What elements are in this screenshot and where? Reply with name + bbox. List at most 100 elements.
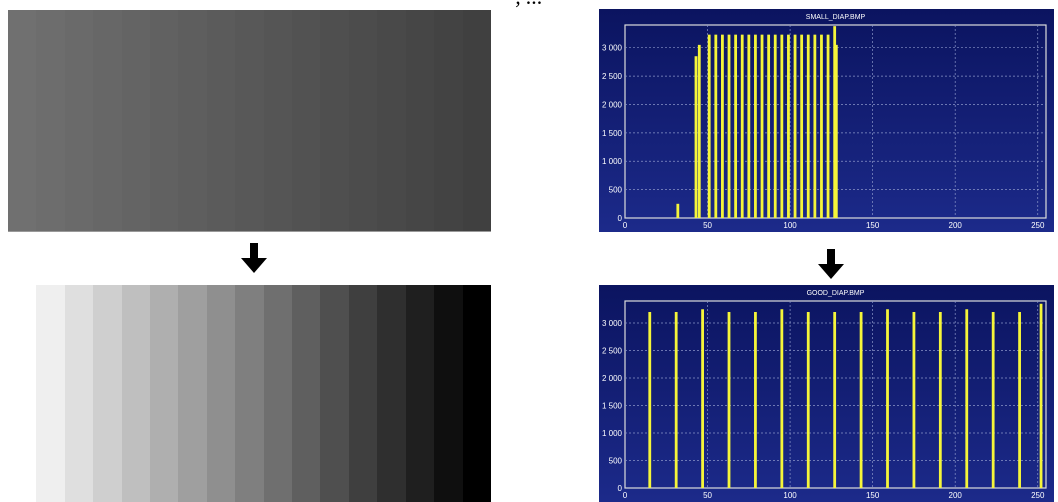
- histogram-bar: [1039, 303, 1043, 488]
- chart-title: GOOD_DIAP.BMP: [807, 290, 865, 297]
- gray-level-band: [405, 10, 435, 231]
- histogram-bar: [707, 34, 711, 219]
- histogram-bar: [793, 34, 797, 219]
- original-gradient-strip: [8, 10, 491, 232]
- x-tick-label: 50: [703, 491, 712, 500]
- x-tick-label: 100: [783, 221, 797, 230]
- y-tick-label: 0: [618, 214, 623, 223]
- histogram-bar: [648, 312, 652, 488]
- histogram-bar: [859, 312, 863, 488]
- x-tick-label: 250: [1031, 221, 1045, 230]
- histogram-bar: [767, 34, 771, 219]
- gray-level-band: [377, 285, 406, 502]
- histogram-bar: [820, 34, 823, 219]
- x-tick-label: 100: [783, 491, 797, 500]
- histogram-bar: [780, 309, 784, 488]
- x-tick-label: 150: [866, 491, 880, 500]
- chart-title: SMALL_DIAP.BMP: [806, 14, 866, 21]
- down-arrow-icon: [818, 249, 844, 279]
- gray-level-band: [178, 10, 207, 231]
- histogram-panel-good-diap: GOOD_DIAP.BMP 0 500 1 000 1 500 2 000 2 500 3 0…: [599, 285, 1054, 502]
- gray-level-band: [434, 285, 463, 502]
- gray-level-band: [405, 285, 435, 502]
- gray-level-band: [206, 10, 236, 231]
- histogram-bar: [780, 34, 784, 219]
- gray-level-band: [121, 10, 151, 231]
- gray-level-band: [320, 10, 349, 231]
- equalized-gradient-strip: [8, 285, 491, 502]
- histogram-bar: [727, 312, 731, 488]
- gray-level-band: [263, 10, 293, 231]
- histogram-bar: [701, 309, 704, 488]
- histogram-bar: [965, 309, 969, 488]
- y-tick-label: 0: [618, 484, 623, 493]
- gray-level-band: [292, 10, 321, 231]
- histogram-bar: [834, 44, 838, 218]
- gray-level-band: [377, 10, 406, 231]
- y-tick-label: 1 500: [602, 402, 623, 411]
- y-tick-label: 2 000: [602, 374, 623, 383]
- x-tick-label: 0: [623, 221, 628, 230]
- histogram-bar: [912, 312, 916, 488]
- histogram-bar: [714, 34, 718, 219]
- x-tick-label: 0: [623, 491, 628, 500]
- y-tick-label: 2 000: [602, 100, 623, 109]
- gray-level-band: [348, 10, 378, 231]
- histogram-bar: [813, 34, 817, 219]
- x-tick-label: 200: [949, 491, 963, 500]
- histogram-bar: [676, 203, 680, 218]
- gray-level-band: [36, 10, 65, 231]
- histogram-bar: [806, 312, 810, 488]
- histogram-bar: [754, 312, 757, 488]
- gray-level-band: [36, 285, 65, 502]
- histogram-bar: [886, 309, 889, 488]
- gray-level-band: [8, 285, 37, 502]
- gray-level-band: [93, 10, 122, 231]
- y-tick-label: 2 500: [602, 72, 623, 81]
- y-tick-label: 500: [609, 457, 623, 466]
- histogram-bar: [806, 34, 810, 219]
- histogram-bar: [694, 56, 698, 219]
- histogram-bar: [734, 34, 738, 219]
- y-tick-label: 1 000: [602, 429, 623, 438]
- gray-level-band: [178, 285, 207, 502]
- x-tick-label: 200: [949, 221, 963, 230]
- gray-level-band: [8, 10, 37, 231]
- gray-level-band: [150, 10, 179, 231]
- histogram-bar: [721, 34, 724, 219]
- histogram-bar: [697, 44, 701, 218]
- gray-level-band: [64, 285, 94, 502]
- histogram-bar: [747, 34, 751, 219]
- y-tick-label: 1 500: [602, 129, 623, 138]
- gray-level-band: [206, 285, 236, 502]
- x-tick-label: 50: [703, 221, 712, 230]
- gray-level-band: [348, 285, 378, 502]
- y-tick-label: 1 000: [602, 157, 623, 166]
- gray-level-band: [462, 10, 491, 231]
- histogram-bar: [800, 34, 804, 219]
- figure-caption: , ...: [0, 0, 1058, 9]
- histogram-bar: [1018, 312, 1021, 488]
- gray-level-band: [235, 10, 264, 231]
- histogram-bar: [991, 312, 995, 488]
- gray-level-band: [462, 285, 491, 502]
- gray-level-band: [64, 10, 94, 231]
- chart-background: [599, 285, 1054, 502]
- x-tick-label: 150: [866, 221, 880, 230]
- histogram-bar: [833, 312, 837, 488]
- y-tick-label: 3 000: [602, 319, 623, 328]
- down-arrow-icon: [241, 243, 267, 273]
- gray-level-band: [263, 285, 293, 502]
- gray-level-band: [235, 285, 264, 502]
- y-tick-label: 500: [609, 186, 623, 195]
- histogram-bar: [938, 312, 942, 488]
- histogram-bar: [727, 34, 731, 219]
- histogram-bar: [754, 34, 757, 219]
- histogram-bar: [674, 312, 678, 488]
- y-tick-label: 3 000: [602, 44, 623, 53]
- histogram-bar: [833, 26, 837, 218]
- gray-level-band: [150, 285, 179, 502]
- y-tick-label: 2 500: [602, 347, 623, 356]
